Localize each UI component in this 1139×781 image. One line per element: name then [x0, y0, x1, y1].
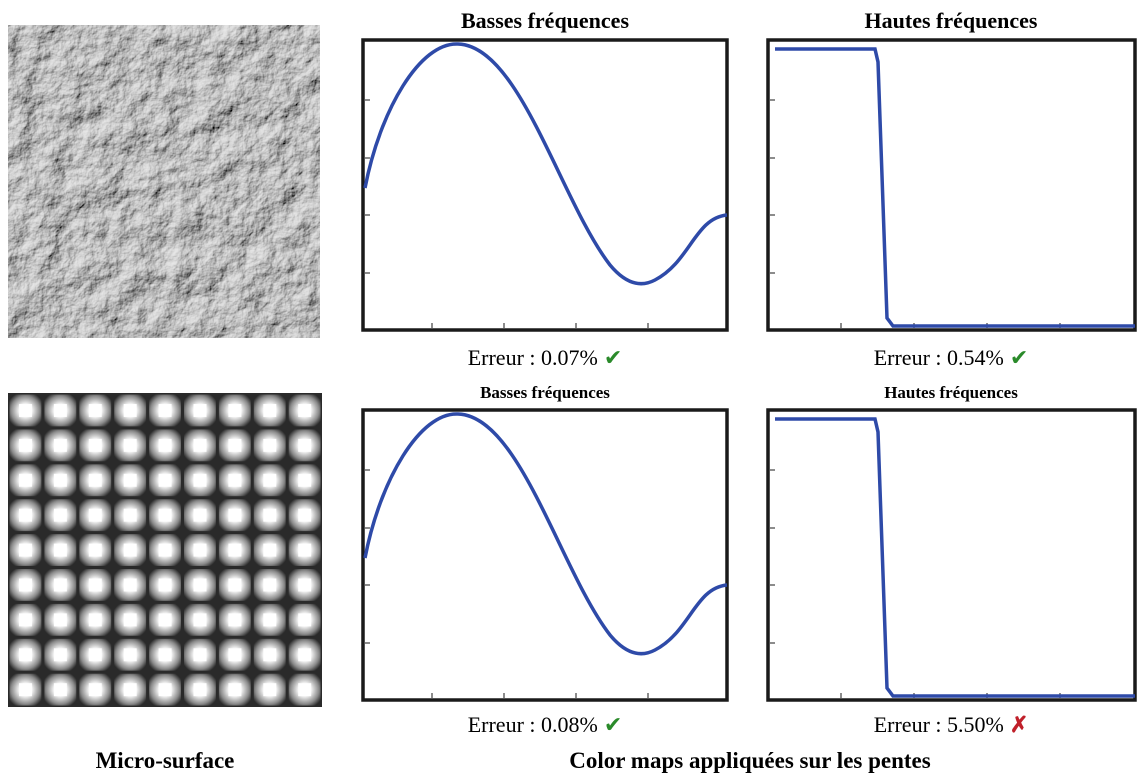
plot-body	[361, 38, 1137, 332]
error-label: Erreur : 0.08% ✔	[468, 712, 623, 737]
status-mark: ✔	[604, 345, 622, 370]
plot-title: Hautes fréquences	[884, 383, 1018, 402]
micro-surface-rock	[8, 25, 320, 338]
error-label: Erreur : 0.54% ✔	[874, 345, 1029, 370]
error-value: Erreur : 0.54%	[874, 345, 1004, 370]
plot-row: Basses fréquences Hautes fréquences Erre…	[361, 383, 1137, 737]
error-value: Erreur : 0.07%	[468, 345, 598, 370]
error-label: Erreur : 0.07% ✔	[468, 345, 623, 370]
plot-row: Basses fréquences Hautes fréquences Erre…	[361, 8, 1137, 370]
plot-title: Basses fréquences	[480, 383, 610, 402]
status-mark: ✔	[1010, 345, 1028, 370]
plot-title: Hautes fréquences	[865, 8, 1038, 33]
error-value: Erreur : 5.50%	[874, 712, 1004, 737]
caption: Color maps appliquées sur les pentes	[569, 748, 931, 773]
error-label: Erreur : 5.50% ✗	[874, 712, 1029, 737]
caption: Micro-surface	[96, 748, 235, 773]
status-mark: ✗	[1010, 712, 1028, 737]
error-value: Erreur : 0.08%	[468, 712, 598, 737]
micro-surface-grid	[8, 393, 322, 707]
plot-body	[361, 408, 1137, 702]
status-mark: ✔	[604, 712, 622, 737]
plot-title: Basses fréquences	[461, 8, 629, 33]
